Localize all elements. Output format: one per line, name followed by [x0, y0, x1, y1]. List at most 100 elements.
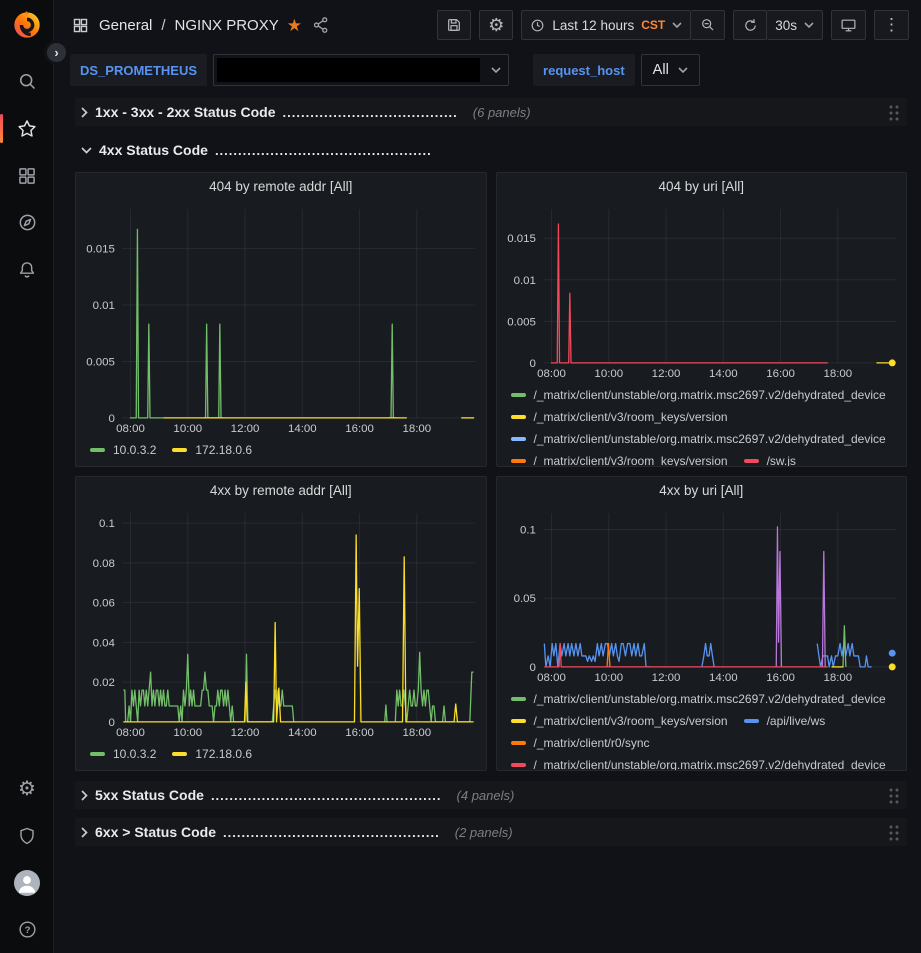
search-icon: [17, 71, 38, 92]
gear-icon: ⚙: [18, 778, 36, 800]
row-title: 1xx - 3xx - 2xx Status Code: [95, 104, 276, 120]
legend-item[interactable]: /_matrix/client/v3/room_keys/version: [510, 450, 728, 466]
share-icon[interactable]: [310, 16, 332, 34]
sidebar-item-search[interactable]: [0, 58, 54, 105]
svg-text:0: 0: [109, 413, 115, 425]
svg-text:10:00: 10:00: [594, 368, 623, 380]
row-5xx[interactable]: 5xx Status Code ........................…: [75, 781, 907, 809]
panel-title[interactable]: 4xx by remote addr [All]: [209, 482, 352, 498]
sidebar-item-help[interactable]: ?: [0, 906, 54, 953]
series-color-swatch: [510, 763, 526, 767]
grafana-logo-icon[interactable]: [11, 8, 43, 42]
row-drag-handle[interactable]: [888, 823, 899, 841]
legend-item[interactable]: /_matrix/client/unstable/org.matrix.msc2…: [510, 688, 886, 710]
save-dashboard-button[interactable]: [437, 10, 472, 40]
legend-item[interactable]: /_matrix/client/unstable/org.matrix.msc2…: [510, 428, 886, 450]
panel-legend: 10.0.3.2 172.18.0.6: [76, 740, 486, 770]
series-label: /sw.js: [766, 454, 796, 466]
refresh-interval-picker[interactable]: 30s: [767, 10, 823, 40]
page-title[interactable]: NGINX PROXY: [174, 16, 279, 34]
help-circle-icon: ?: [17, 919, 38, 940]
chevron-down-icon: [804, 22, 814, 28]
refresh-button[interactable]: [733, 10, 768, 40]
legend-item[interactable]: /api/live/ws: [743, 710, 826, 732]
panels-grid: 404 by remote addr [All] 0 0.005 0.01 0.015 0…: [75, 172, 907, 771]
svg-text:0.005: 0.005: [86, 356, 115, 368]
panel-404-by-uri-all: 404 by uri [All] 0 0.005 0.01 0.015 08:00 10:0…: [495, 172, 907, 467]
sidebar-item-alerting[interactable]: [0, 246, 54, 293]
sidebar-item-server-admin[interactable]: [0, 812, 54, 859]
legend-item[interactable]: 10.0.3.2: [90, 439, 156, 461]
row-4xx[interactable]: 4xx Status Code ........................…: [75, 136, 907, 164]
legend-item[interactable]: /_matrix/client/unstable/org.matrix.msc2…: [510, 754, 886, 770]
series-label: /api/live/ws: [766, 714, 826, 728]
sidebar-item-starred[interactable]: [0, 105, 54, 152]
sidebar-expand-button[interactable]: ›: [44, 40, 69, 65]
chevron-right-icon: [81, 106, 88, 118]
svg-text:10:00: 10:00: [594, 672, 623, 684]
legend-item[interactable]: /_matrix/client/r0/sync: [510, 732, 650, 754]
svg-text:16:00: 16:00: [345, 423, 374, 435]
dashboard-variables-bar: DS_PROMETHEUS request_host All: [54, 50, 921, 96]
legend-item[interactable]: /_matrix/client/unstable/org.matrix.msc2…: [510, 384, 886, 406]
legend-item[interactable]: /_matrix/client/v3/room_keys/version: [510, 406, 728, 428]
panel-title[interactable]: 4xx by uri [All]: [659, 482, 744, 498]
series-label: /_matrix/client/v3/room_keys/version: [533, 454, 728, 466]
svg-text:12:00: 12:00: [651, 368, 680, 380]
svg-text:16:00: 16:00: [766, 368, 795, 380]
legend-item[interactable]: /_matrix/client/v3/room_keys/version: [510, 710, 728, 732]
series-color-swatch: [510, 437, 526, 441]
breadcrumb-separator: /: [161, 16, 166, 34]
time-range-picker[interactable]: Last 12 hours CST: [521, 10, 692, 40]
row-panel-count: (4 panels): [456, 787, 515, 803]
chevron-down-icon: [678, 67, 688, 73]
panel-4xx-by-remote-addr-all: 4xx by remote addr [All] 0 0.02 0.04 0.06 0.0…: [75, 476, 487, 771]
cycle-view-mode-button[interactable]: [831, 10, 866, 40]
dashboard-settings-button[interactable]: ⚙: [479, 10, 514, 40]
svg-text:0.1: 0.1: [519, 525, 535, 537]
chevron-right-icon: [81, 826, 88, 838]
series-color-swatch: [510, 741, 526, 745]
svg-text:0.08: 0.08: [93, 558, 115, 570]
svg-text:0.01: 0.01: [93, 300, 115, 312]
svg-text:10:00: 10:00: [173, 727, 202, 739]
variable-select-ds-prometheus[interactable]: [213, 54, 510, 86]
series-color-swatch: [510, 697, 526, 701]
series-color-swatch: [510, 415, 526, 419]
zoom-out-button[interactable]: [691, 10, 726, 40]
series-label: /_matrix/client/unstable/org.matrix.msc2…: [533, 432, 886, 446]
sidebar-item-profile[interactable]: [0, 859, 54, 906]
panel-title[interactable]: 404 by uri [All]: [658, 178, 745, 194]
refresh-interval-label: 30s: [775, 17, 797, 33]
row-drag-handle[interactable]: [888, 103, 899, 121]
more-options-kebab-button[interactable]: ⋮: [874, 10, 909, 40]
panel-404-by-remote-addr-all: 404 by remote addr [All] 0 0.005 0.01 0.015 0…: [75, 172, 487, 467]
row-title-dots: ......................................: [282, 104, 458, 120]
timeseries-chart[interactable]: 0 0.005 0.01 0.015 08:00 10:00 12:00 14:00 16:00…: [497, 199, 907, 381]
variable-select-request-host[interactable]: All: [640, 54, 700, 86]
star-outline-icon: [16, 118, 38, 140]
breadcrumb-folder[interactable]: General: [99, 16, 153, 34]
series-label: /_matrix/client/unstable/org.matrix.msc2…: [533, 692, 886, 706]
timeseries-chart[interactable]: 0 0.05 0.1 08:00 10:00 12:00 14:00 16:00 18:00: [497, 503, 907, 685]
sidebar-item-dashboards[interactable]: [0, 152, 54, 199]
sidebar-item-configuration[interactable]: ⚙: [0, 765, 54, 812]
svg-text:0.05: 0.05: [513, 593, 535, 605]
svg-text:08:00: 08:00: [116, 423, 145, 435]
timeseries-chart[interactable]: 0 0.005 0.01 0.015 08:00 10:00 12:00 14:00 16:00…: [76, 199, 486, 436]
row-1xx-3xx-2xx[interactable]: 1xx - 3xx - 2xx Status Code ............…: [75, 98, 907, 126]
legend-item[interactable]: /sw.js: [743, 450, 796, 466]
timeseries-chart[interactable]: 0 0.02 0.04 0.06 0.08 0.1 08:00 10:00 12:00 14:00…: [76, 503, 486, 740]
gear-icon: ⚙: [488, 14, 505, 35]
legend-item[interactable]: 172.18.0.6: [172, 439, 252, 461]
sidebar-item-explore[interactable]: [0, 199, 54, 246]
legend-item[interactable]: 10.0.3.2: [90, 743, 156, 765]
row-6xx[interactable]: 6xx > Status Code ......................…: [75, 818, 907, 846]
series-label: /_matrix/client/unstable/org.matrix.msc2…: [533, 758, 886, 770]
favorite-star-icon[interactable]: ★: [286, 15, 302, 35]
panel-title[interactable]: 404 by remote addr [All]: [209, 178, 353, 194]
series-label: 10.0.3.2: [113, 443, 157, 457]
time-range-label: Last 12 hours: [552, 17, 635, 33]
row-drag-handle[interactable]: [888, 786, 899, 804]
legend-item[interactable]: 172.18.0.6: [172, 743, 252, 765]
